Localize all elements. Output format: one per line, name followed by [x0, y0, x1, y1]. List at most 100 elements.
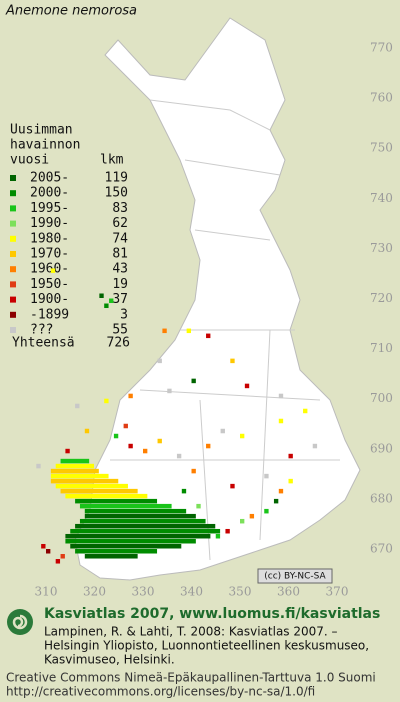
legend-label: 1900-: [30, 292, 69, 307]
cell: [162, 328, 167, 334]
cell: [278, 418, 284, 424]
legend-count: 81: [112, 247, 128, 262]
legend-swatch: [10, 281, 16, 288]
cell-run: [84, 513, 196, 519]
cell-run: [75, 498, 158, 504]
cell-run: [50, 473, 109, 479]
cell: [84, 428, 90, 434]
total-count: 726: [107, 336, 130, 351]
cell-run: [65, 493, 148, 499]
cell: [249, 513, 255, 519]
cell: [99, 293, 104, 298]
legend-count: 119: [105, 171, 128, 186]
x-tick-label: 310: [35, 585, 58, 599]
cell: [240, 518, 245, 524]
y-tick-label: 720: [370, 291, 393, 305]
legend-label: 1970-: [30, 247, 69, 262]
legend-swatch: [10, 296, 16, 303]
y-tick-label: 770: [370, 41, 393, 55]
y-tick-label: 680: [370, 491, 393, 505]
total-label: Yhteensä: [12, 336, 75, 351]
cell: [215, 533, 221, 539]
citation-line: Helsingin Yliopisto, Luonnontieteellinen…: [44, 639, 369, 653]
legend-label: 1950-: [30, 277, 69, 292]
cell-run: [50, 468, 99, 474]
count-header: lkm: [100, 153, 124, 168]
cell: [288, 453, 293, 459]
y-tick-label: 760: [370, 91, 393, 105]
license-line: http://creativecommons.org/licenses/by-n…: [6, 685, 315, 699]
y-tick-label: 670: [370, 542, 393, 556]
cell: [109, 298, 114, 304]
cell-run: [84, 554, 138, 559]
legend-label: 1960-: [30, 262, 69, 277]
cell: [46, 549, 51, 554]
x-tick-label: 340: [180, 585, 203, 599]
cell-run: [60, 458, 90, 464]
y-tick-label: 690: [370, 441, 393, 455]
cell: [230, 483, 235, 489]
cell: [191, 468, 196, 474]
citation-line: Kasvimuseo, Helsinki.: [44, 653, 175, 667]
cell: [36, 463, 41, 469]
citation-line: Lampinen, R. & Lahti, T. 2008: Kasviatla…: [44, 625, 338, 639]
y-tick-label: 740: [370, 191, 393, 205]
cell: [278, 393, 284, 399]
cell: [128, 393, 133, 399]
finland-outline: [74, 17, 361, 581]
x-tick-label: 330: [132, 585, 155, 599]
cell: [230, 358, 235, 364]
x-tick-label: 320: [83, 585, 106, 599]
cell-run: [55, 463, 94, 469]
cell-run: [75, 549, 158, 554]
cell: [225, 528, 230, 534]
legend-header: havainnon: [10, 138, 80, 153]
title: Anemone nemorosa: [5, 4, 137, 19]
legend-label: 2005-: [30, 171, 69, 186]
legend-header: vuosi: [10, 153, 49, 168]
cell-run: [65, 538, 196, 544]
legend-count: 37: [112, 292, 128, 307]
legend-count: 55: [112, 323, 128, 338]
cell: [167, 388, 172, 394]
cell-run: [75, 523, 216, 529]
cell: [196, 503, 201, 509]
legend-count: 62: [112, 216, 128, 231]
axes: 310 320 330 340 350 360 370 670 680 690 700 710 720 7…: [35, 41, 393, 599]
cell: [303, 408, 308, 414]
cell-run: [79, 503, 172, 509]
cell: [104, 398, 109, 404]
license-badge: (cc) BY-NC-SA: [257, 568, 333, 584]
legend-swatch: [10, 311, 16, 318]
cell: [264, 473, 269, 479]
x-tick-label: 350: [229, 585, 252, 599]
legend-label: 2000-: [30, 186, 69, 201]
cell: [288, 478, 293, 484]
legend-header: Uusimman: [10, 123, 73, 138]
cell: [41, 543, 46, 549]
cell: [157, 438, 162, 444]
cell: [128, 443, 133, 449]
cell: [75, 403, 80, 409]
cell: [181, 488, 187, 494]
cell: [191, 378, 196, 384]
legend-label: 1980-: [30, 231, 69, 246]
cell: [264, 508, 269, 514]
legend-count: 150: [105, 186, 128, 201]
cell: [312, 443, 318, 449]
cell-run: [60, 488, 138, 494]
logo: [7, 609, 33, 635]
cell: [186, 328, 191, 334]
cell: [176, 453, 182, 459]
legend-label: 1990-: [30, 216, 69, 231]
legend-label: ???: [30, 323, 53, 338]
license-line: Creative Commons Nimeä-Epäkaupallinen-Ta…: [6, 671, 376, 685]
cell: [65, 448, 70, 454]
cell: [244, 383, 250, 389]
cell-run: [55, 483, 128, 489]
legend-label: -1899: [30, 307, 69, 322]
legend-count: 3: [120, 307, 128, 322]
cell: [123, 423, 128, 429]
